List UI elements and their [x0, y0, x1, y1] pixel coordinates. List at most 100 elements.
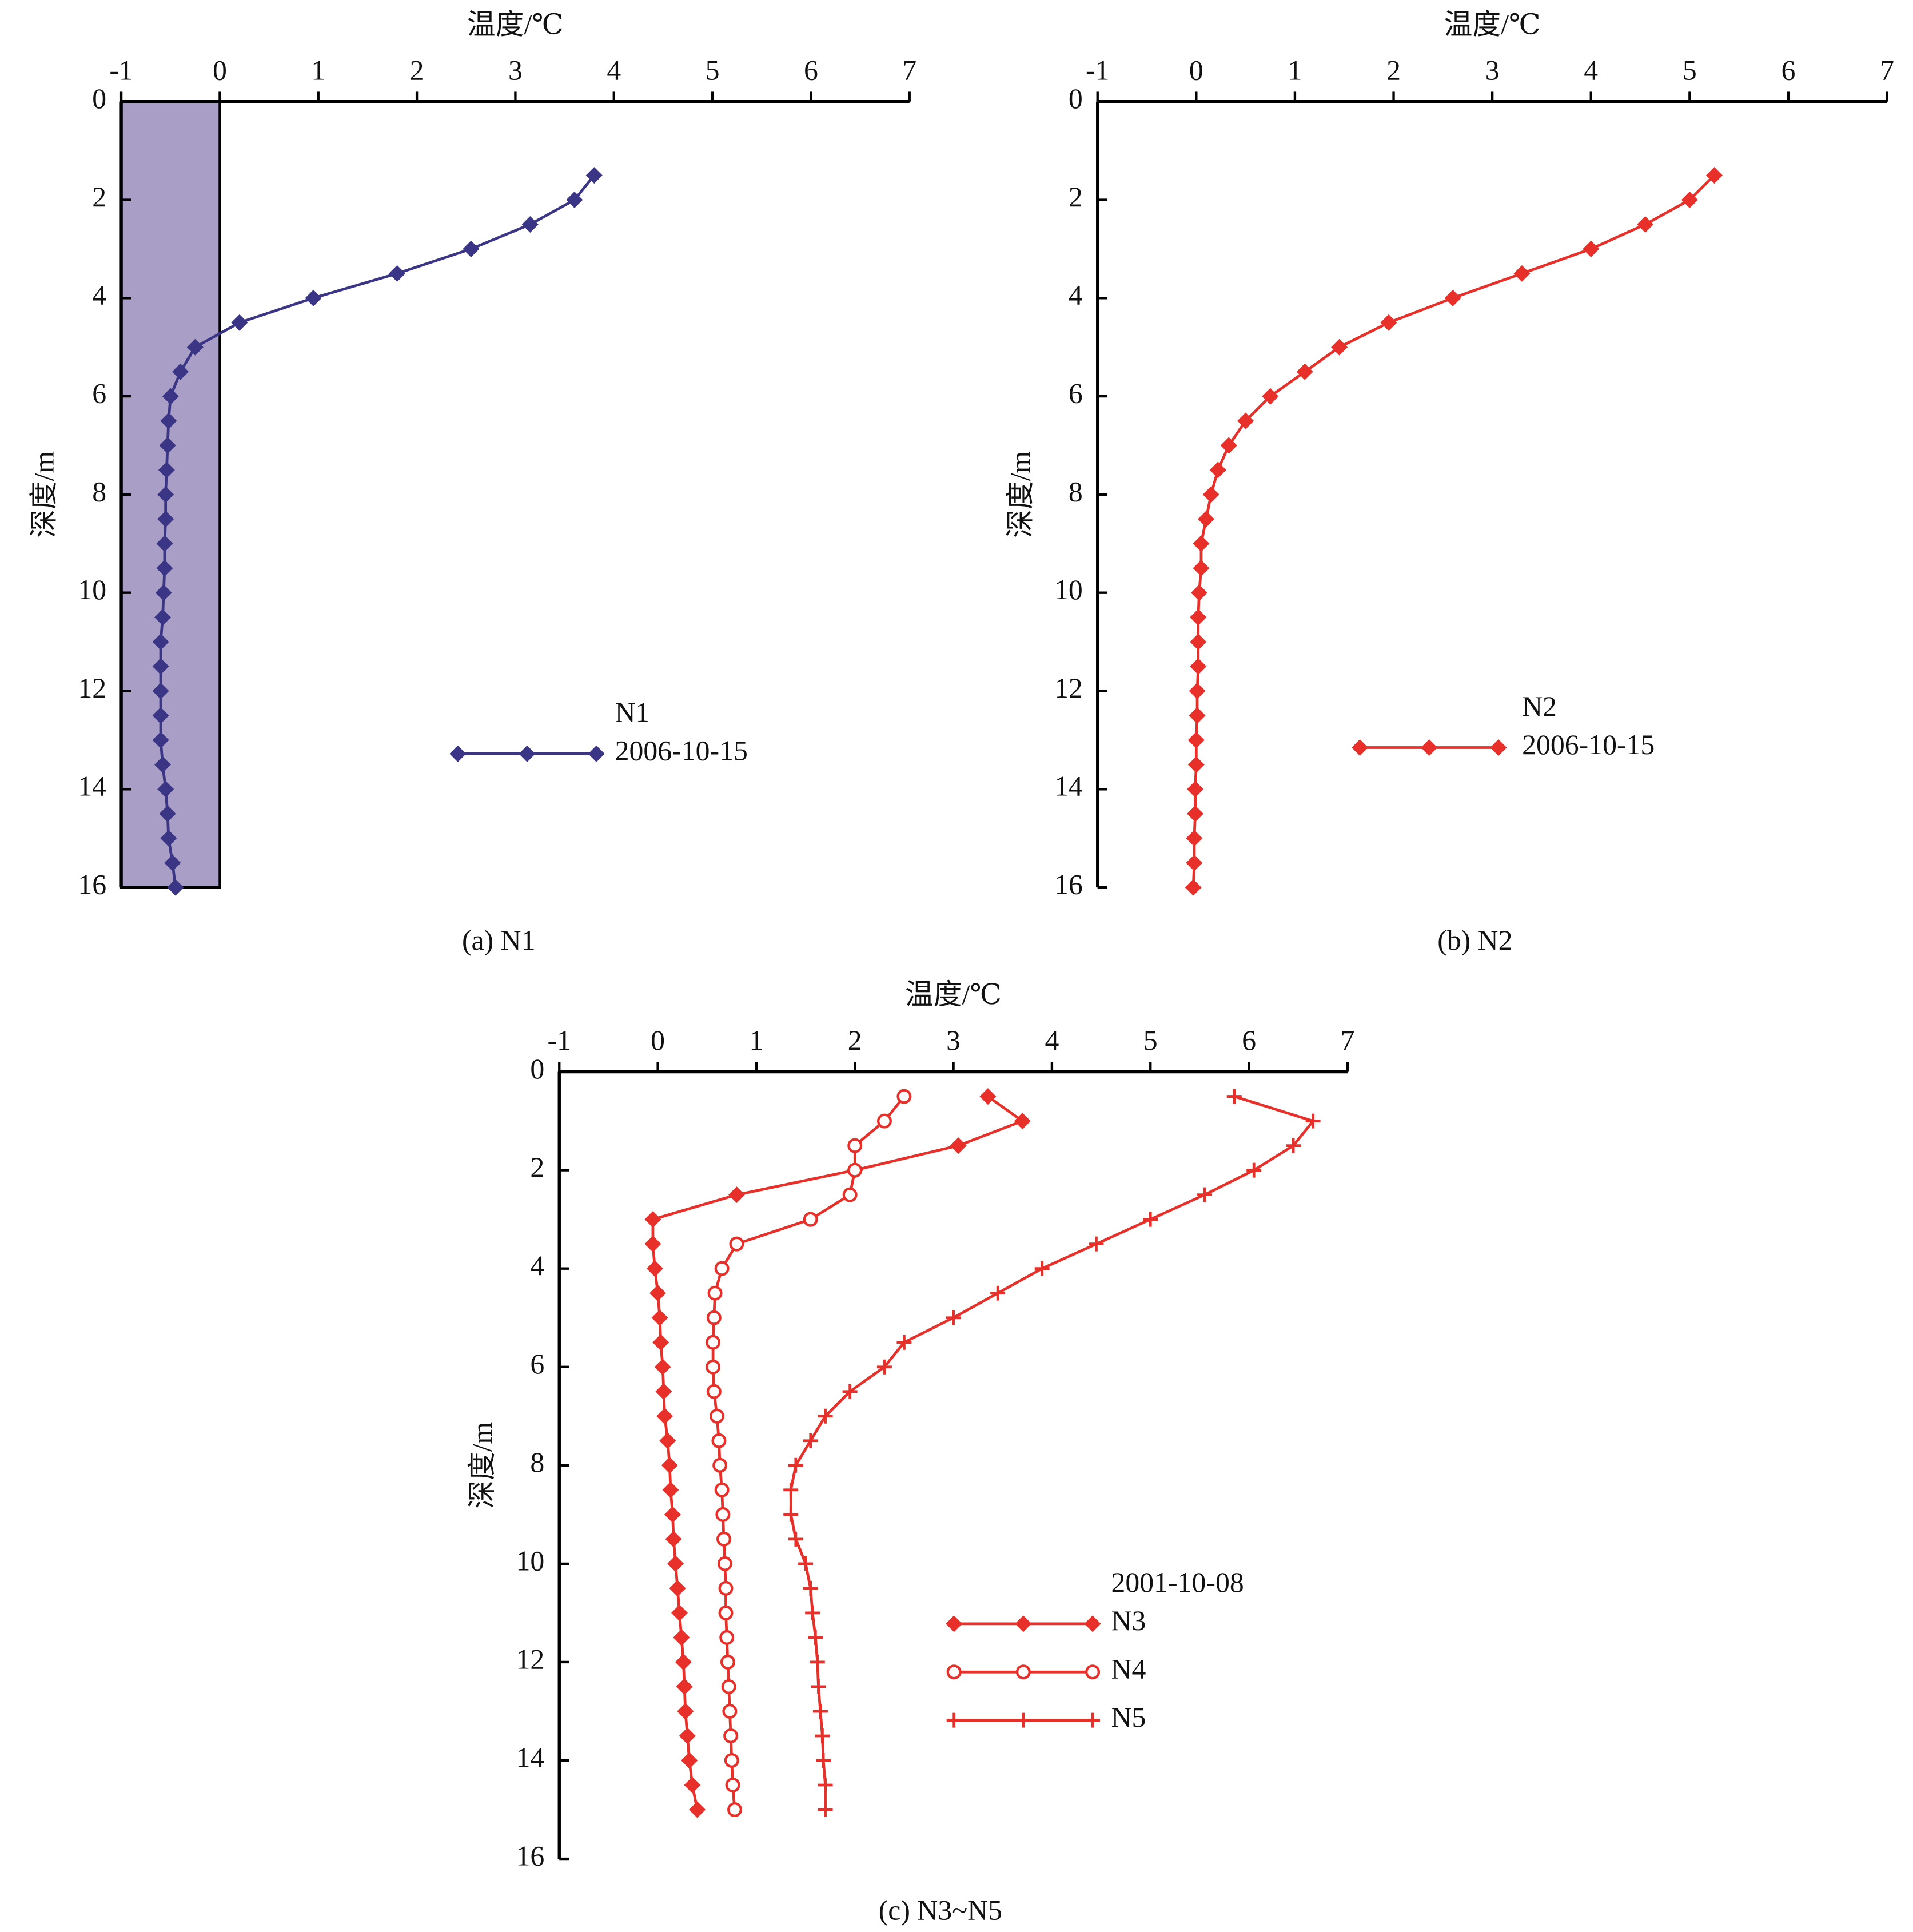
- x-tick-label: -1: [109, 54, 133, 86]
- marker: [1637, 216, 1654, 233]
- marker: [1444, 289, 1461, 306]
- marker: [661, 1457, 678, 1474]
- marker: [152, 707, 169, 724]
- y-tick-label: 6: [92, 378, 106, 409]
- y-tick-label: 12: [78, 672, 106, 704]
- marker: [1296, 363, 1313, 380]
- x-tick-label: 0: [213, 54, 227, 86]
- marker: [721, 1679, 736, 1694]
- marker: [566, 192, 583, 209]
- marker: [803, 1433, 818, 1448]
- marker: [788, 1531, 803, 1547]
- marker: [662, 1481, 679, 1499]
- marker: [715, 1507, 731, 1522]
- marker: [1305, 1113, 1321, 1129]
- marker: [1190, 658, 1207, 675]
- marker: [1226, 1089, 1242, 1104]
- marker: [723, 1728, 739, 1743]
- marker: [677, 1703, 694, 1720]
- marker: [803, 1212, 818, 1227]
- marker: [673, 1629, 690, 1646]
- x-tick-label: 4: [1584, 54, 1598, 86]
- marker: [158, 461, 175, 479]
- x-tick-label: 7: [902, 54, 916, 86]
- marker: [718, 1580, 734, 1596]
- legend-marker: [519, 745, 536, 762]
- marker: [1187, 805, 1204, 822]
- marker: [710, 1408, 724, 1424]
- marker: [1202, 486, 1219, 503]
- y-axis-title: 深度/m: [1005, 451, 1036, 538]
- marker: [164, 854, 181, 871]
- marker: [675, 1654, 692, 1671]
- x-axis-title: 温度/℃: [467, 9, 564, 40]
- marker: [155, 584, 172, 601]
- y-tick-label: 8: [530, 1447, 544, 1478]
- marker: [811, 1679, 826, 1694]
- marker: [1187, 756, 1205, 773]
- marker: [805, 1605, 820, 1620]
- marker: [521, 216, 539, 233]
- y-tick-label: 14: [1054, 771, 1083, 802]
- marker: [1237, 412, 1254, 429]
- marker: [788, 1457, 803, 1473]
- x-tick-label: 2: [848, 1025, 862, 1056]
- marker: [1186, 830, 1203, 847]
- y-tick-label: 8: [92, 476, 106, 507]
- marker: [1190, 609, 1207, 626]
- legend-marker: [946, 1664, 962, 1680]
- y-tick-label: 10: [78, 574, 106, 606]
- marker: [186, 338, 204, 356]
- legend-marker: [1085, 1664, 1101, 1680]
- marker: [157, 486, 174, 503]
- legend-label: N1: [615, 697, 650, 728]
- marker: [656, 1408, 673, 1425]
- marker: [1089, 1236, 1104, 1252]
- marker: [585, 167, 603, 184]
- legend-marker: [1015, 1664, 1031, 1680]
- legend-marker: [1084, 1615, 1101, 1632]
- y-tick-label: 0: [530, 1053, 544, 1085]
- marker: [729, 1236, 744, 1252]
- marker: [160, 412, 177, 429]
- marker: [727, 1802, 742, 1817]
- marker: [1185, 879, 1202, 896]
- marker: [684, 1776, 701, 1794]
- marker: [724, 1752, 739, 1768]
- series-line: [159, 174, 596, 888]
- marker: [876, 1113, 892, 1129]
- marker: [847, 1162, 863, 1178]
- marker: [783, 1507, 799, 1522]
- y-tick-label: 4: [530, 1250, 544, 1281]
- legend-marker: [1490, 739, 1507, 756]
- marker: [689, 1801, 706, 1818]
- marker: [655, 1383, 672, 1400]
- marker: [659, 1432, 676, 1449]
- legend-label: N2: [1522, 691, 1557, 722]
- marker: [719, 1630, 735, 1645]
- marker: [157, 511, 174, 528]
- marker: [152, 634, 169, 651]
- x-tick-label: 1: [1288, 54, 1302, 86]
- marker: [712, 1457, 728, 1473]
- marker: [818, 1802, 833, 1817]
- x-tick-label: 6: [1782, 54, 1796, 86]
- marker: [667, 1555, 684, 1572]
- y-axis-title: 深度/m: [29, 451, 60, 538]
- marker: [1331, 338, 1348, 356]
- marker: [717, 1556, 732, 1571]
- series-line: [711, 1096, 906, 1810]
- series-line: [1191, 174, 1716, 888]
- y-tick-label: 6: [1069, 378, 1083, 409]
- caption: (a) N1: [462, 925, 536, 956]
- legend-marker: [1421, 739, 1438, 756]
- x-tick-label: 0: [1189, 54, 1203, 86]
- marker: [816, 1752, 831, 1768]
- legend-label: N4: [1111, 1654, 1146, 1685]
- marker: [1262, 388, 1279, 405]
- marker: [162, 388, 179, 405]
- marker: [152, 731, 169, 748]
- y-tick-label: 14: [516, 1742, 545, 1773]
- marker: [1186, 854, 1203, 871]
- x-tick-label: 1: [749, 1025, 763, 1056]
